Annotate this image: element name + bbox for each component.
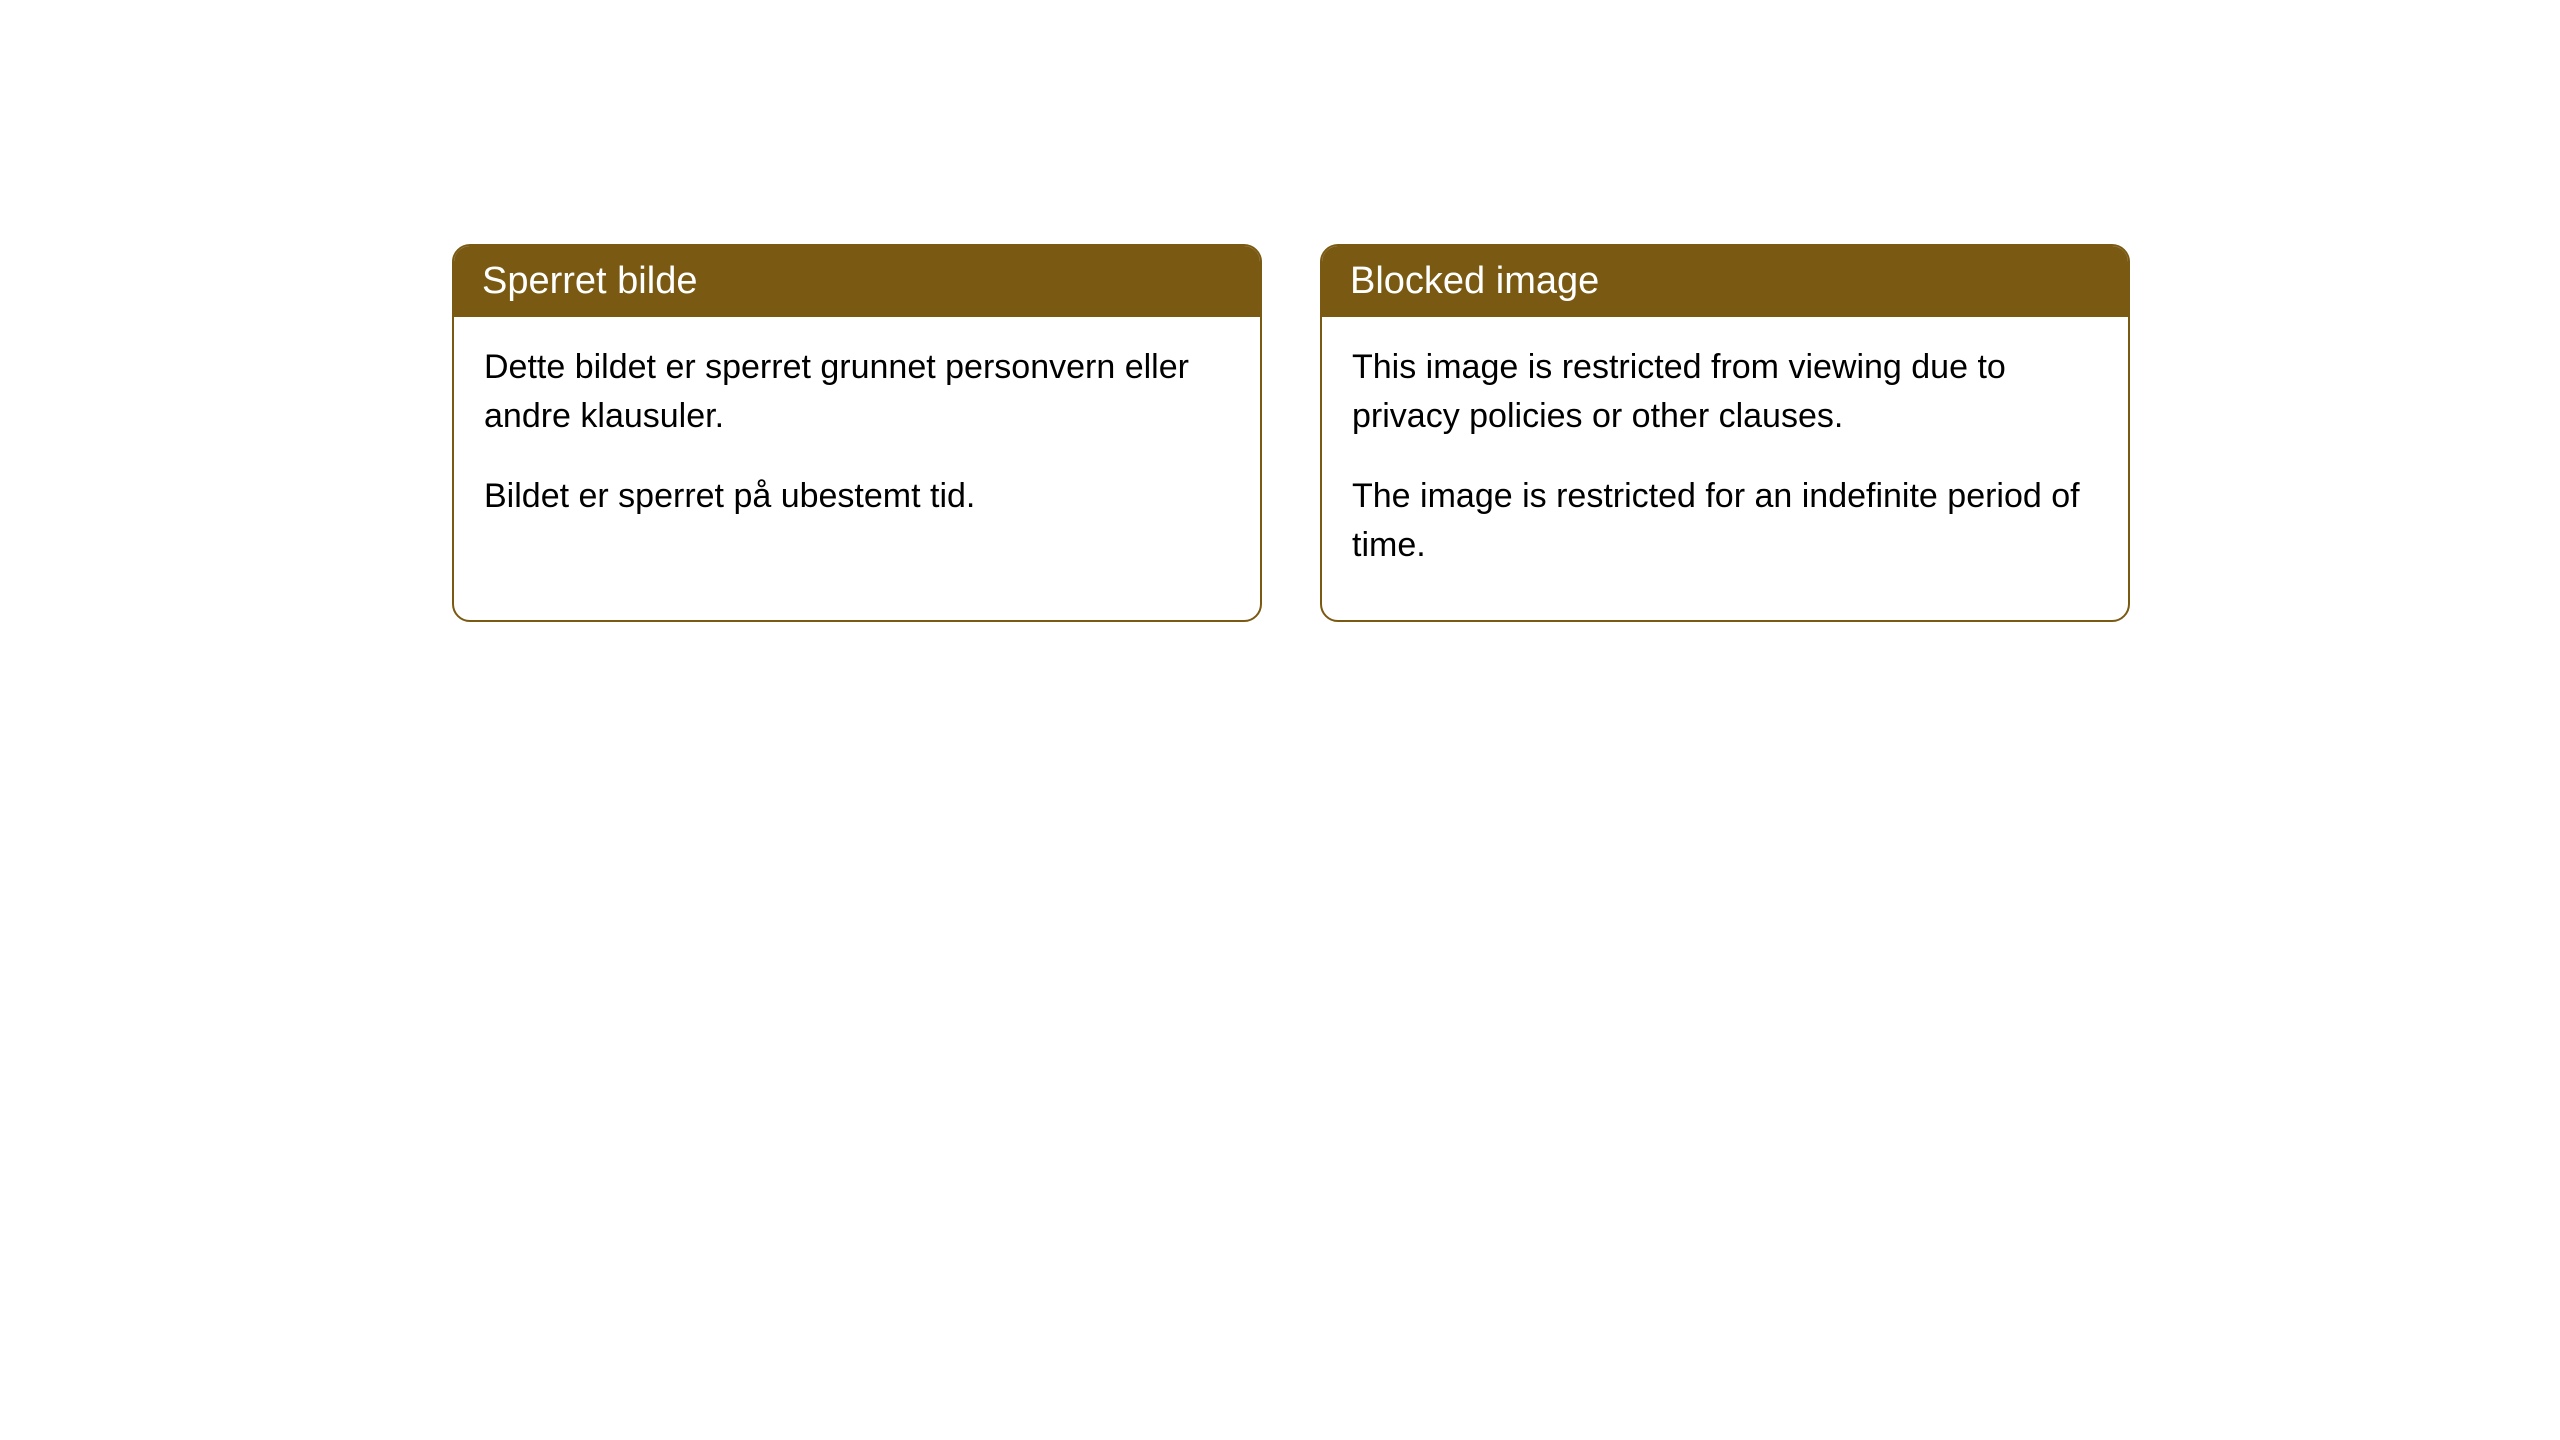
card-paragraph: The image is restricted for an indefinit… [1352,472,2098,571]
card-paragraph: Dette bildet er sperret grunnet personve… [484,343,1230,442]
card-paragraph: This image is restricted from viewing du… [1352,343,2098,442]
card-paragraph: Bildet er sperret på ubestemt tid. [484,472,1230,521]
card-header-norwegian: Sperret bilde [454,246,1260,317]
notice-cards-container: Sperret bilde Dette bildet er sperret gr… [452,244,2560,622]
card-header-english: Blocked image [1322,246,2128,317]
blocked-image-card-english: Blocked image This image is restricted f… [1320,244,2130,622]
card-title: Blocked image [1350,260,1599,302]
card-title: Sperret bilde [482,260,697,302]
card-body-english: This image is restricted from viewing du… [1322,317,2128,620]
blocked-image-card-norwegian: Sperret bilde Dette bildet er sperret gr… [452,244,1262,622]
card-body-norwegian: Dette bildet er sperret grunnet personve… [454,317,1260,571]
